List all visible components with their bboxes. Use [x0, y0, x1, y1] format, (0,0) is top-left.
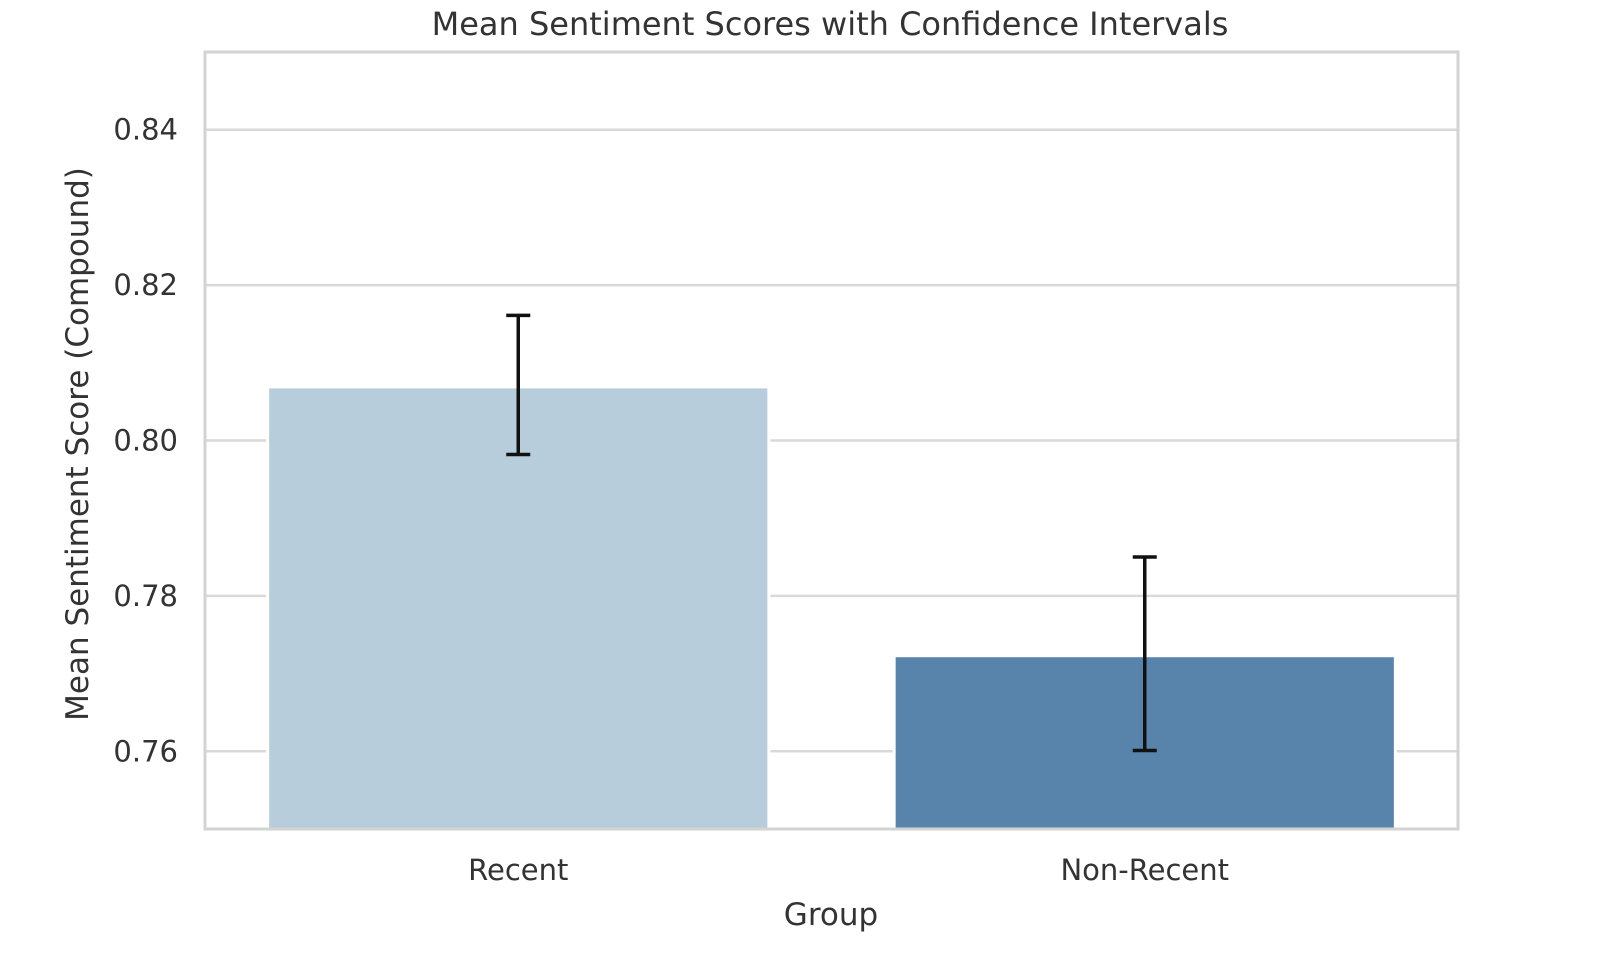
x-tick-label: Non-Recent	[1060, 853, 1229, 887]
error-bars	[506, 313, 1157, 753]
error-bar-non-recent	[1132, 555, 1157, 753]
y-tick-label: 0.84	[113, 113, 178, 147]
chart-title: Mean Sentiment Scores with Confidence In…	[432, 5, 1229, 43]
y-tick-labels: 0.76 0.78 0.80 0.82 0.84	[113, 113, 178, 769]
plot-frame	[203, 50, 1460, 831]
error-bar-recent	[506, 313, 531, 457]
y-tick-label: 0.80	[113, 424, 178, 458]
x-tick-label: Recent	[468, 853, 568, 887]
x-tick-labels: Recent Non-Recent	[468, 853, 1229, 887]
y-tick-label: 0.82	[113, 268, 178, 302]
y-tick-label: 0.76	[113, 734, 178, 768]
y-axis-label: Mean Sentiment Score (Compound)	[60, 167, 96, 721]
bar-recent	[266, 385, 771, 831]
x-axis-label: Group	[784, 897, 878, 933]
y-tick-label: 0.78	[113, 579, 178, 613]
